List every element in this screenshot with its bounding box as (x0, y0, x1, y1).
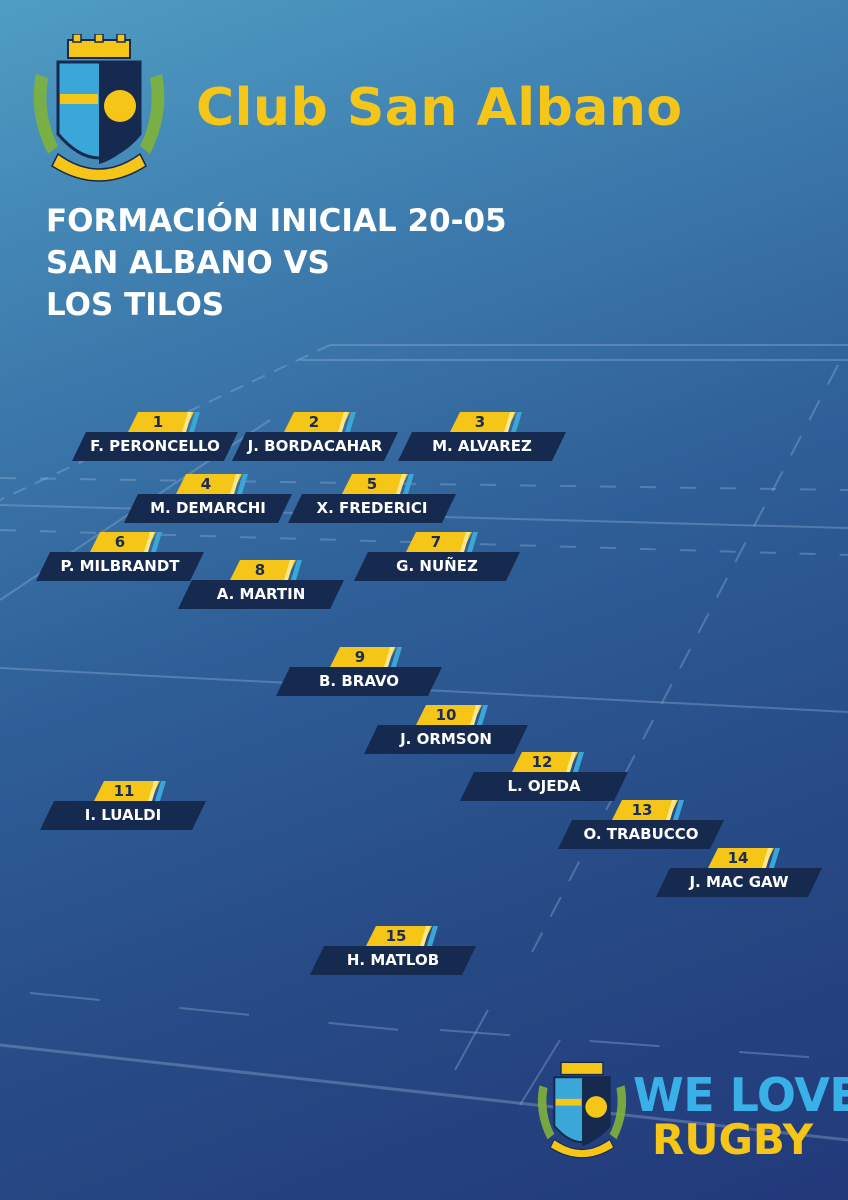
tagline-we-love: WE LOVE (633, 1068, 848, 1122)
player-name-bar: J. MAC GAW (656, 868, 822, 897)
player-name-bar: X. FREDERICI (288, 494, 456, 523)
player-name: I. LUALDI (84, 806, 162, 824)
match-headline: FORMACIÓN INICIAL 20-05 SAN ALBANO VS LO… (46, 200, 507, 326)
player-number: 6 (114, 533, 126, 551)
club-crest-small-logo (537, 1061, 627, 1159)
player-name-bar: J. BORDACAHAR (232, 432, 398, 461)
player-name-bar: F. PERONCELLO (72, 432, 238, 461)
player-name-bar: L. OJEDA (460, 772, 628, 801)
player-name: A. MARTIN (216, 585, 306, 603)
player-name-bar: M. DEMARCHI (124, 494, 292, 523)
player-number-tag: 6 (90, 532, 162, 552)
player-number: 13 (631, 801, 653, 819)
player-number: 9 (354, 648, 366, 666)
player-number-tag: 1 (128, 412, 200, 432)
player-card-15: 15 H. MATLOB (310, 926, 476, 982)
player-number-tag: 2 (284, 412, 356, 432)
player-card-14: 14 J. MAC GAW (656, 848, 822, 904)
player-name: B. BRAVO (318, 672, 400, 690)
player-number: 1 (152, 413, 164, 431)
player-card-8: 8 A. MARTIN (178, 560, 344, 616)
tagline-rugby: RUGBY (652, 1115, 814, 1164)
player-name: O. TRABUCCO (583, 825, 699, 843)
player-name-bar: M. ALVAREZ (398, 432, 566, 461)
player-name: J. BORDACAHAR (247, 437, 383, 455)
player-number-tag: 7 (406, 532, 478, 552)
club-name: Club San Albano (196, 78, 683, 138)
player-name: M. ALVAREZ (432, 437, 532, 455)
player-number-tag: 11 (94, 781, 166, 801)
player-card-12: 12 L. OJEDA (460, 752, 628, 808)
player-number: 11 (113, 782, 135, 800)
player-number-tag: 12 (512, 752, 584, 772)
player-name-bar: H. MATLOB (310, 946, 476, 975)
player-number-tag: 4 (176, 474, 248, 494)
player-number-tag: 14 (708, 848, 780, 868)
player-name: J. MAC GAW (689, 873, 789, 891)
player-card-2: 2 J. BORDACAHAR (232, 412, 398, 468)
player-name: H. MATLOB (346, 951, 440, 969)
player-card-13: 13 O. TRABUCCO (558, 800, 724, 856)
player-name: F. PERONCELLO (90, 437, 220, 455)
player-number: 8 (254, 561, 266, 579)
player-number-tag: 9 (330, 647, 402, 667)
player-name-bar: J. ORMSON (364, 725, 528, 754)
player-name: X. FREDERICI (316, 499, 428, 517)
player-name-bar: I. LUALDI (40, 801, 206, 830)
player-card-9: 9 B. BRAVO (276, 647, 442, 703)
player-number: 10 (435, 706, 457, 724)
player-card-5: 5 X. FREDERICI (288, 474, 456, 530)
player-card-10: 10 J. ORMSON (364, 705, 528, 761)
player-number-tag: 13 (612, 800, 684, 820)
player-number-tag: 3 (450, 412, 522, 432)
player-number: 3 (474, 413, 486, 431)
player-number: 2 (308, 413, 320, 431)
player-number-tag: 5 (342, 474, 414, 494)
player-card-3: 3 M. ALVAREZ (398, 412, 566, 468)
player-name-bar: O. TRABUCCO (558, 820, 724, 849)
player-number: 12 (531, 753, 553, 771)
player-name: L. OJEDA (507, 777, 581, 795)
player-number-tag: 8 (230, 560, 302, 580)
player-number: 15 (385, 927, 407, 945)
player-card-6: 6 P. MILBRANDT (36, 532, 204, 588)
player-number: 14 (727, 849, 749, 867)
player-card-4: 4 M. DEMARCHI (124, 474, 292, 530)
headline-line-3: LOS TILOS (46, 287, 225, 323)
player-name: J. ORMSON (400, 730, 492, 748)
player-number: 7 (430, 533, 442, 551)
player-name: M. DEMARCHI (150, 499, 266, 517)
player-card-11: 11 I. LUALDI (40, 781, 206, 837)
player-name-bar: P. MILBRANDT (36, 552, 204, 581)
headline-line-2: SAN ALBANO VS (46, 245, 330, 281)
player-number-tag: 15 (366, 926, 438, 946)
club-crest-logo (33, 34, 165, 182)
player-card-7: 7 G. NUÑEZ (354, 532, 520, 588)
player-number-tag: 10 (416, 705, 488, 725)
player-card-1: 1 F. PERONCELLO (72, 412, 238, 468)
player-name: G. NUÑEZ (396, 557, 478, 575)
player-name-bar: B. BRAVO (276, 667, 442, 696)
player-number: 5 (366, 475, 378, 493)
player-name-bar: A. MARTIN (178, 580, 344, 609)
player-number: 4 (200, 475, 212, 493)
headline-line-1: FORMACIÓN INICIAL 20-05 (46, 203, 507, 239)
player-name: P. MILBRANDT (60, 557, 180, 575)
player-name-bar: G. NUÑEZ (354, 552, 520, 581)
